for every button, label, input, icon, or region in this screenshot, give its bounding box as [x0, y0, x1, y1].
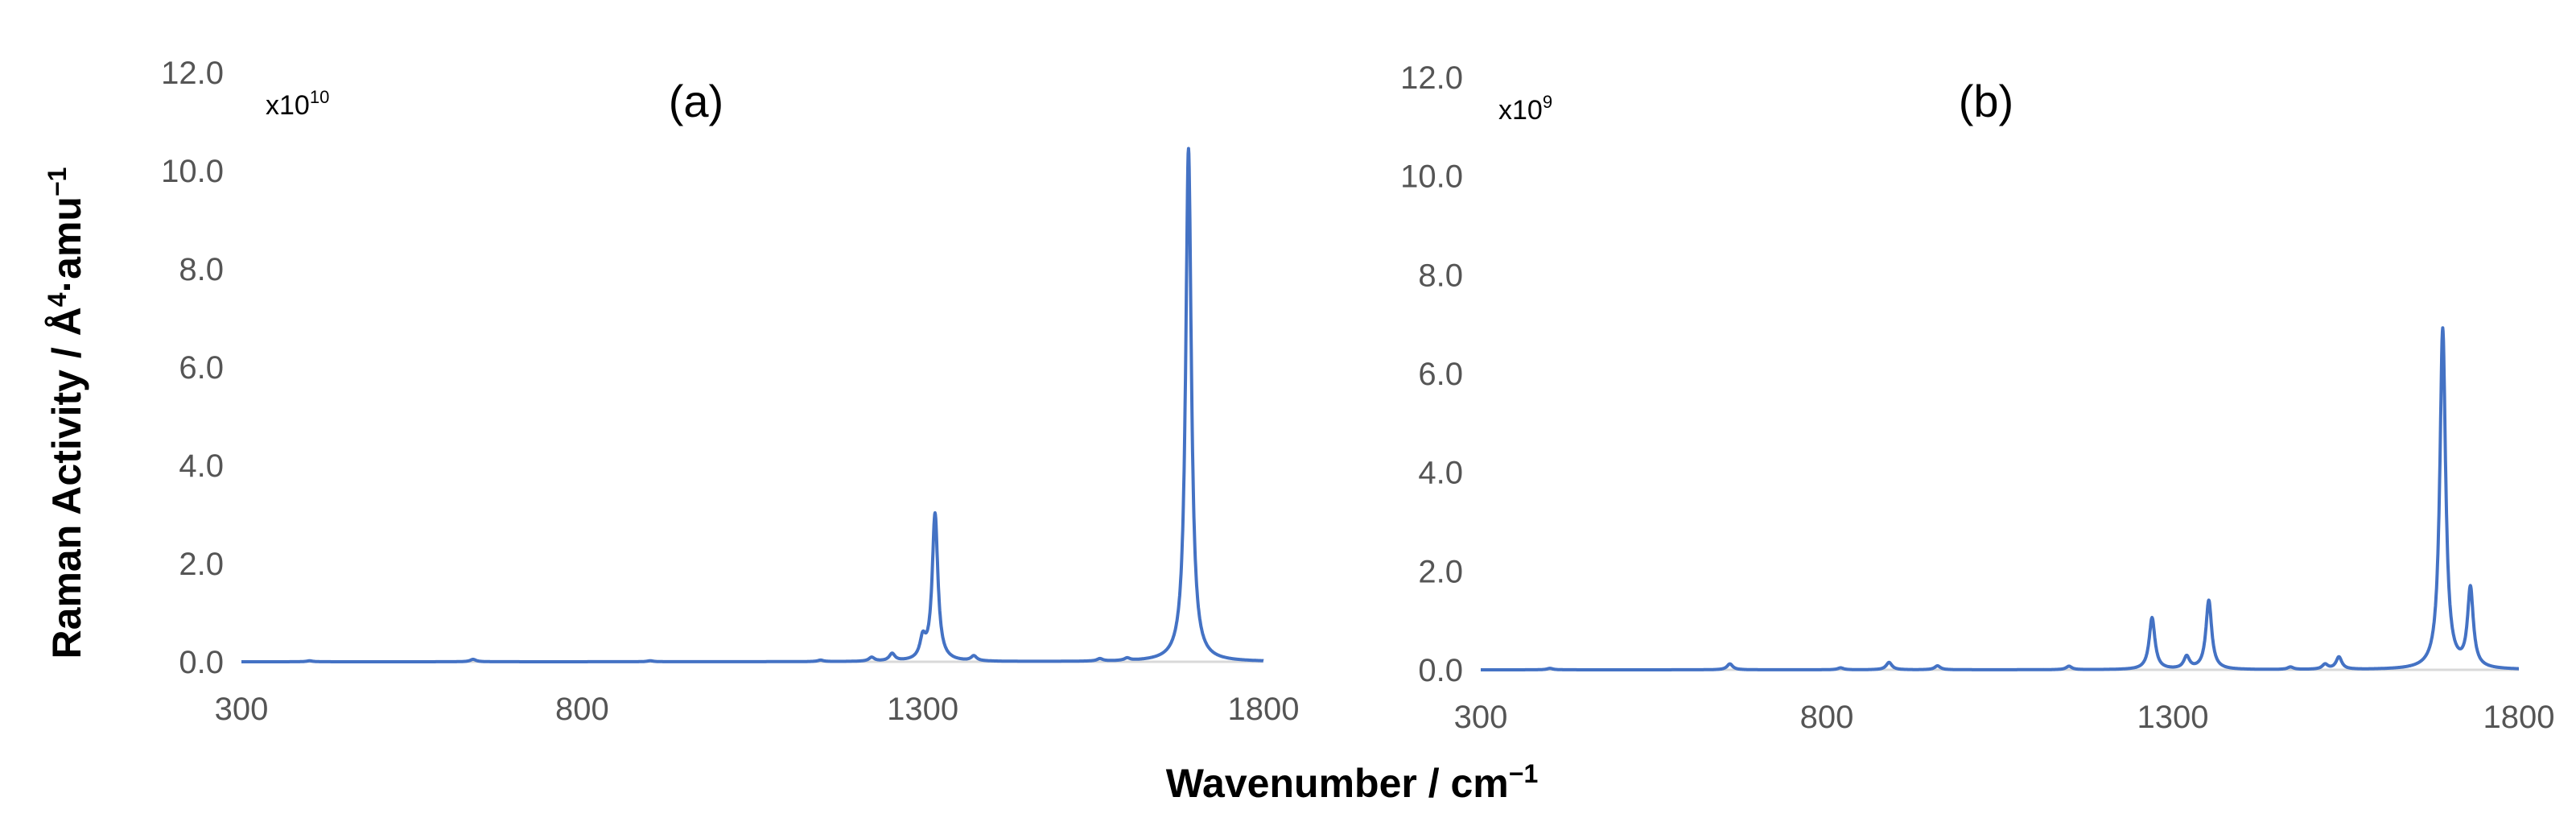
y-tick-label: 4.0	[179, 448, 224, 484]
x-tick-label: 1800	[1228, 692, 1300, 727]
panel-label: (a)	[669, 76, 723, 126]
y-axis-title-main: Raman Activity / Å	[44, 307, 89, 659]
scale-factor: x1010	[266, 87, 329, 121]
scale-factor-base: x10	[1498, 95, 1543, 126]
y-axis-title-sup2: −1	[43, 167, 72, 196]
y-tick-label: 0.0	[1418, 653, 1463, 688]
x-tick-label: 1300	[887, 692, 958, 727]
scale-factor-base: x10	[266, 90, 310, 121]
y-tick-label: 2.0	[179, 547, 224, 582]
y-tick-label: 6.0	[1418, 357, 1463, 392]
y-tick-label: 10.0	[161, 154, 224, 189]
chart-panel-a: 0.0 2.0 4.0 6.0 8.0 10.0 12.0 300 800 1300 1800 (a)…	[161, 56, 1299, 727]
x-tick-label: 300	[1454, 700, 1508, 735]
y-tick-label: 4.0	[1418, 456, 1463, 491]
y-tick-label: 12.0	[161, 56, 224, 91]
panel-label: (b)	[1959, 76, 2013, 126]
spectrum-line	[240, 147, 1265, 663]
x-axis-title-sup: −1	[1509, 759, 1538, 788]
x-axis-title-main: Wavenumber / cm	[1166, 761, 1509, 806]
y-tick-label: 12.0	[1400, 60, 1463, 96]
y-tick-label: 10.0	[1400, 159, 1463, 195]
y-tick-label: 6.0	[179, 350, 224, 386]
x-tick-label: 800	[1800, 700, 1854, 735]
y-tick-label: 2.0	[1418, 554, 1463, 589]
scale-factor: x109	[1498, 92, 1552, 126]
spectrum-line	[1479, 326, 2520, 671]
x-tick-label: 1300	[2137, 700, 2209, 735]
scale-factor-exponent: 9	[1543, 92, 1552, 112]
x-tick-label: 300	[215, 692, 269, 727]
y-tick-label: 8.0	[1418, 258, 1463, 293]
y-axis-title-mid: ·amu	[44, 196, 89, 292]
scale-factor-exponent: 10	[310, 87, 329, 107]
x-axis-title: Wavenumber / cm−1	[1166, 759, 1539, 806]
y-axis-title: Raman Activity / Å4·amu−1	[43, 167, 89, 659]
y-axis-title-sup1: 4	[43, 292, 72, 307]
chart-panel-b: 0.0 2.0 4.0 6.0 8.0 10.0 12.0 300 800 1300 1800 (b)…	[1400, 60, 2554, 735]
x-tick-label: 1800	[2483, 700, 2555, 735]
x-tick-label: 800	[555, 692, 609, 727]
y-tick-label: 0.0	[179, 645, 224, 680]
y-tick-label: 8.0	[179, 252, 224, 287]
